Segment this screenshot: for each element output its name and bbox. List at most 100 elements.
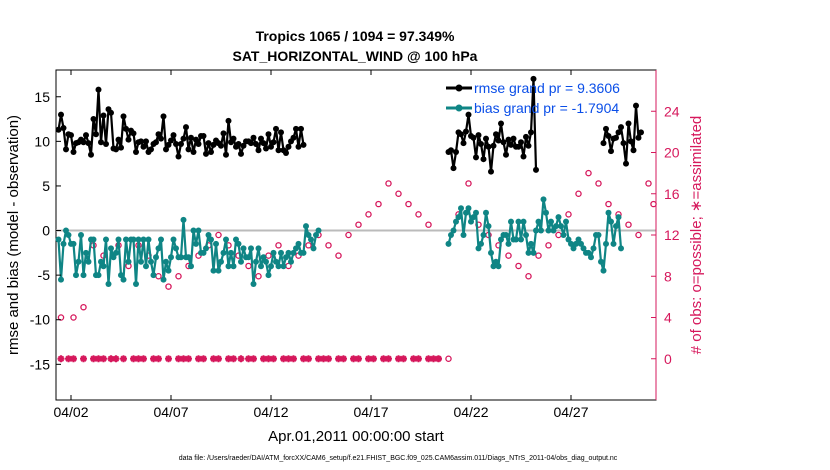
bias-point [260,254,267,261]
rmse-point [115,136,122,143]
obs-assimilated-point [230,355,237,363]
obs-assimilated-markers [57,355,442,363]
rmse-point [250,134,257,141]
rmse-point [163,146,169,153]
bias-point [588,254,594,261]
bias-point [530,249,537,256]
obs-possible-point [525,272,532,280]
obs-possible-point [645,180,652,187]
obs-assimilated-point [380,355,387,363]
obs-assimilated-point [107,355,115,363]
bias-point [295,240,302,247]
bias-point [85,258,92,265]
rmse-point [203,150,209,157]
bias-point [535,218,542,225]
obs-assimilated-point [95,355,102,363]
rmse-point [118,144,124,151]
obs-assimilated-point [120,355,127,363]
rmse-point [130,130,137,137]
bias-point [273,258,279,265]
bias-point [78,232,84,238]
bias-point [445,240,452,247]
x-tick-label: 04/07 [153,404,188,420]
obs-possible-point [305,242,312,249]
obs-assimilated-point [340,355,347,363]
rmse-point [173,141,179,148]
rmse-series [55,75,644,175]
rmse-point [628,138,634,145]
rmse-point [518,139,524,146]
bias-point [123,236,129,243]
obs-possible-point [365,211,372,218]
rmse-point [600,140,607,147]
obs-possible-point [575,190,582,197]
bias-point [90,236,97,243]
rmse-point [458,131,464,138]
rmse-point [68,132,74,139]
bias-point [458,205,464,212]
obs-assimilated-point [130,355,137,363]
rmse-point [465,111,472,118]
bias-point [285,249,292,256]
y-axis-left-ticks: -15 -10 -5 0 5 10 15 [30,89,61,372]
bias-point [145,236,152,243]
bias-point [268,263,274,270]
rmse-point [113,146,119,153]
y-left-tick-label: -15 [30,356,50,372]
rmse-point [460,140,467,147]
rmse-point [55,126,62,133]
y-axis-left-label: rmse and bias (model - observation) [5,115,22,355]
bias-point [203,245,209,252]
rmse-point [448,147,454,154]
bias-point [518,236,524,243]
rmse-point [623,160,629,167]
rmse-point [153,139,159,146]
x-tick-label: 04/17 [353,404,388,420]
bias-point [113,249,119,256]
rmse-point [530,75,537,82]
bias-point [600,267,607,274]
rmse-point [605,133,612,139]
bias-point [173,245,179,252]
obs-possible-point [625,221,632,228]
rmse-point [270,139,277,146]
obs-assimilated-point [365,355,372,363]
bias-point [313,232,319,238]
obs-assimilated-point [57,355,65,363]
obs-possible-point [165,283,172,290]
obs-assimilated-point [290,355,297,363]
rmse-point [70,149,77,156]
rmse-point [180,135,187,142]
bias-point [253,258,259,265]
rmse-point [218,142,224,149]
rmse-point [85,140,92,147]
bias-point [168,254,174,261]
obs-assimilated-point [180,355,187,363]
bias-point [55,236,62,243]
bias-point [158,236,164,243]
bias-point [465,205,472,212]
bias-point [513,236,519,243]
rmse-point [148,146,154,153]
legend-rmse-label: rmse grand pr = 9.3606 [474,80,620,96]
bias-point [608,218,614,225]
obs-assimilated-point [215,355,222,363]
rmse-point [500,139,507,146]
rmse-point [498,120,504,127]
rmse-point [253,141,259,148]
rmse-point [463,128,469,135]
rmse-point [615,129,622,136]
chart-title-line2: SAT_HORIZONTAL_WIND @ 100 hPa [233,48,478,64]
bias-point [523,232,529,238]
rmse-point [210,141,217,148]
bias-point [213,240,219,247]
rmse-point [608,148,614,155]
bias-point [615,214,622,221]
rmse-point [158,135,164,142]
bias-point [503,232,509,238]
bias-point [310,245,317,252]
rmse-point [260,140,267,147]
y-left-tick-label: 10 [34,133,50,149]
bias-point [208,236,214,243]
bias-point [453,218,459,225]
